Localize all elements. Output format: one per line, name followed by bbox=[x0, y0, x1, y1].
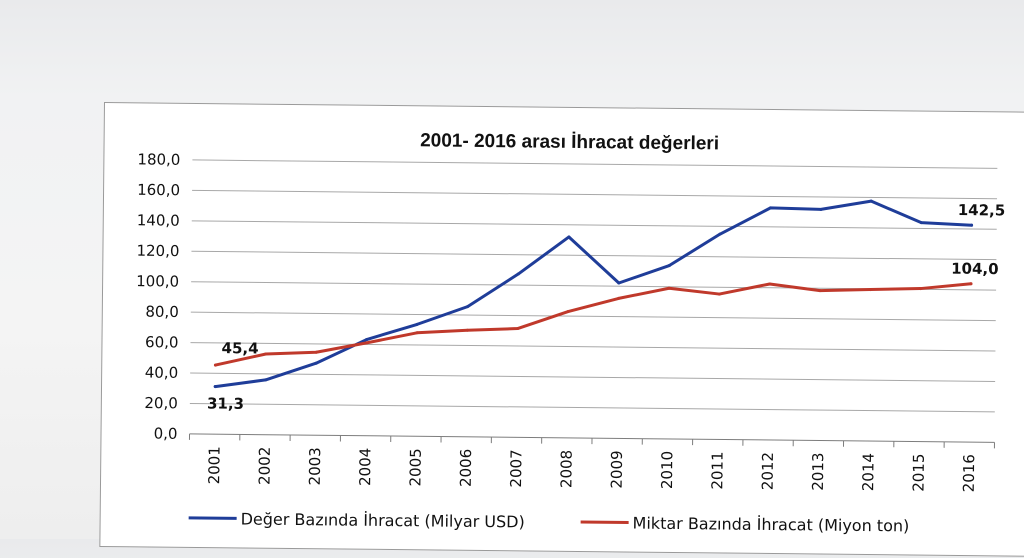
gridline bbox=[190, 373, 995, 381]
x-tick-label: 2008 bbox=[557, 450, 575, 488]
x-tick-label: 2003 bbox=[306, 447, 324, 485]
line-chart: 2001- 2016 arası İhracat değerleri 0,0 20… bbox=[100, 103, 1024, 558]
gridline bbox=[192, 160, 997, 168]
gridline bbox=[190, 403, 995, 411]
x-tick-label: 2009 bbox=[608, 450, 626, 488]
series-layer bbox=[214, 193, 974, 396]
legend-label: Değer Bazında İhracat (Milyar USD) bbox=[241, 509, 525, 531]
y-axis-ticks: 0,0 20,0 40,0 60,0 80,0 100,0 120,0 140,0 160,0 1… bbox=[134, 150, 180, 442]
data-label: 31,3 bbox=[207, 394, 244, 412]
gridline bbox=[191, 312, 996, 320]
x-tick-label: 2010 bbox=[658, 451, 676, 489]
x-tick-label: 2006 bbox=[457, 449, 475, 487]
chart-title: 2001- 2016 arası İhracat değerleri bbox=[420, 130, 719, 154]
x-tick-label: 2013 bbox=[809, 452, 827, 490]
legend-swatch bbox=[581, 522, 629, 523]
data-label: 142,5 bbox=[958, 201, 1006, 219]
data-label: 104,0 bbox=[951, 260, 999, 278]
y-tick-label: 160,0 bbox=[137, 181, 180, 199]
x-tick-label: 2001 bbox=[205, 446, 223, 484]
y-tick-label: 0,0 bbox=[154, 425, 178, 443]
chart-card: 2001- 2016 arası İhracat değerleri 0,0 20… bbox=[99, 102, 1024, 557]
x-tick-label: 2015 bbox=[909, 453, 927, 491]
x-tick-label: 2002 bbox=[255, 447, 273, 485]
y-tick-label: 40,0 bbox=[145, 364, 179, 382]
legend-label: Miktar Bazında İhracat (Miyon ton) bbox=[633, 514, 910, 536]
x-axis-ticks: 2001 2002 2003 2004 2005 2006 2007 2008 2009 2010… bbox=[189, 434, 994, 493]
x-tick-label: 2004 bbox=[356, 448, 374, 486]
x-tick-label: 2012 bbox=[759, 452, 777, 490]
legend-swatch bbox=[189, 518, 237, 519]
gridline bbox=[192, 221, 997, 229]
x-tick-label: 2014 bbox=[859, 453, 877, 491]
data-label: 45,4 bbox=[221, 339, 258, 357]
y-tick-label: 100,0 bbox=[136, 272, 179, 290]
x-tick-label: 2007 bbox=[507, 449, 525, 487]
y-tick-label: 80,0 bbox=[145, 303, 179, 321]
x-tick-label: 2016 bbox=[960, 454, 978, 492]
gridline bbox=[192, 190, 997, 198]
y-tick-label: 120,0 bbox=[136, 242, 179, 260]
gridline bbox=[190, 343, 995, 351]
y-tick-label: 60,0 bbox=[145, 333, 179, 351]
series-line-0 bbox=[215, 194, 972, 394]
y-tick-label: 140,0 bbox=[137, 211, 180, 229]
y-tick-label: 180,0 bbox=[137, 150, 180, 168]
y-tick-label: 20,0 bbox=[144, 394, 178, 412]
legend: Değer Bazında İhracat (Milyar USD) Miktar… bbox=[189, 509, 910, 536]
x-tick-label: 2005 bbox=[406, 448, 424, 486]
x-tick-label: 2011 bbox=[708, 451, 726, 489]
data-labels: 45,4 31,3 142,5 104,0 bbox=[207, 193, 1005, 421]
